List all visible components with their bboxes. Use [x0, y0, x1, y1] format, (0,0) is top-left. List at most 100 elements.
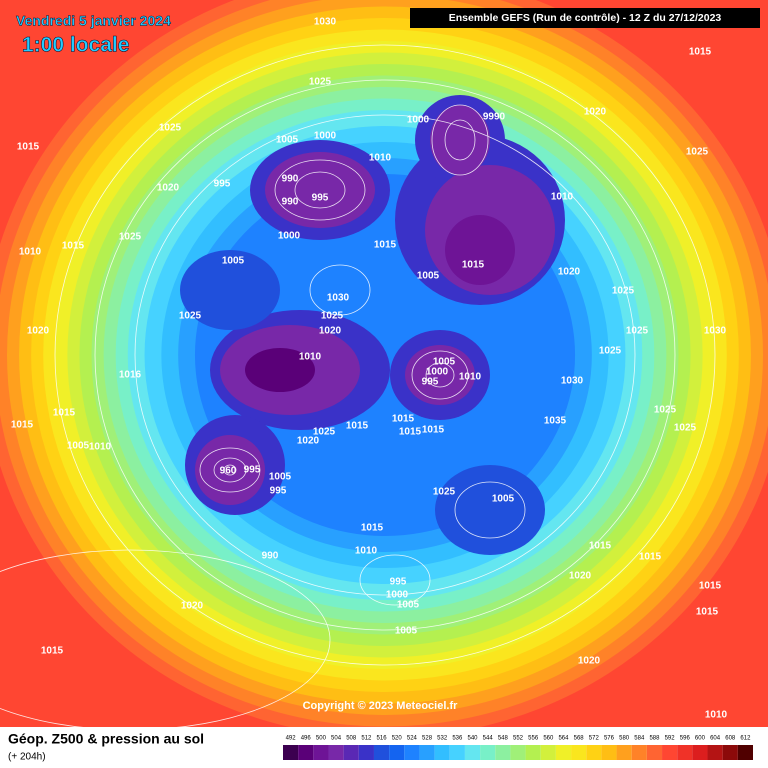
isobar-label: 1005: [269, 472, 292, 483]
scale-swatch: [449, 745, 465, 760]
scale-swatch: [298, 745, 314, 760]
scale-swatch: [480, 745, 496, 760]
scale-label: 584: [634, 736, 645, 742]
isobar-label: 1010: [459, 372, 482, 383]
isobar-label: 1015: [399, 427, 422, 438]
scale-swatch: [373, 745, 390, 760]
isobar: [425, 362, 455, 388]
isobar-label: 1020: [584, 107, 607, 118]
isobar-label: 1025: [599, 346, 622, 357]
isobar-label: 1015: [639, 552, 662, 563]
isobar-label: 1010: [551, 192, 574, 203]
isobar-label: 990: [282, 197, 299, 208]
isobar: [294, 171, 346, 209]
scale-label: 528: [422, 736, 433, 742]
isobar: [309, 264, 371, 316]
scale-swatch: [404, 745, 420, 760]
isobar-label: 1015: [422, 425, 445, 436]
scale-swatch: [677, 745, 693, 760]
isobar-label: 1005: [417, 271, 440, 282]
isobar: [213, 457, 247, 483]
isobar-label: 1000: [386, 590, 409, 601]
isobar-label: 1025: [309, 77, 332, 88]
isobar-label: 1015: [392, 414, 415, 425]
isobar-label: 1015: [53, 408, 76, 419]
color-scale: 492 496 500 504 508 512 516 520 524 528 532 536 540 5…: [283, 736, 753, 760]
scale-label: 508: [346, 736, 357, 742]
low-area: [265, 152, 375, 228]
isobar-label: 1030: [704, 326, 727, 337]
isobar-label: 1020: [181, 601, 204, 612]
lead-time: (+ 204h): [8, 752, 46, 763]
scale-label: 500: [316, 736, 327, 742]
isobar-label: 990: [262, 551, 279, 562]
isobar-label: 1020: [558, 267, 581, 278]
isobar-label: 1005: [395, 626, 418, 637]
isobar-label: 1010: [355, 546, 378, 557]
geopotential-field: [0, 0, 768, 738]
isobar-label: 1010: [369, 153, 392, 164]
isobar-label: 1015: [41, 646, 64, 657]
isobar-label: 9990: [483, 112, 506, 123]
isobar-label: 1030: [327, 293, 350, 304]
scale-swatch: [464, 745, 481, 760]
scale-swatch: [495, 745, 511, 760]
isobar-label: 995: [214, 179, 231, 190]
isobar-label: 1000: [314, 131, 337, 142]
isobar-label: 1025: [433, 487, 456, 498]
isobar-label: 1010: [89, 442, 112, 453]
scale-label: 552: [513, 736, 524, 742]
isobar-label: 1015: [346, 421, 369, 432]
isobar-label: 1025: [313, 427, 336, 438]
scale-label: 576: [604, 736, 615, 742]
scale-swatch: [692, 745, 708, 760]
isobar-label: 1010: [299, 352, 322, 363]
scale-swatch: [328, 745, 344, 760]
scale-label: 548: [498, 736, 509, 742]
isobar: [54, 44, 716, 666]
isobar-label: 1020: [297, 436, 320, 447]
isobar-label: 1025: [159, 123, 182, 134]
scale-swatch: [510, 745, 526, 760]
scale-label: 532: [437, 736, 448, 742]
scale-swatch: [571, 745, 587, 760]
scale-label: 540: [468, 736, 479, 742]
scale-label: 560: [543, 736, 554, 742]
scale-swatch: [737, 745, 753, 760]
isobar-label: 1015: [699, 581, 722, 592]
isobar-label: 1005: [492, 494, 515, 505]
isobar-label: 1015: [696, 607, 719, 618]
scale-label: 504: [331, 736, 342, 742]
scale-label: 512: [361, 736, 372, 742]
isobar-label: 1015: [17, 142, 40, 153]
scale-swatch: [343, 745, 359, 760]
isobar-label: 990: [282, 174, 299, 185]
isobar-label: 1005: [433, 357, 456, 368]
isobar-label: 995: [422, 377, 439, 388]
isobar: [199, 447, 261, 493]
scale-swatch: [646, 745, 663, 760]
scale-label: 608: [725, 736, 736, 742]
isobar: [134, 114, 636, 596]
scale-label: 564: [558, 736, 569, 742]
scale-label: 520: [392, 736, 403, 742]
isobar-label: 1015: [462, 260, 485, 271]
isobar-label: 1005: [276, 135, 299, 146]
isobar: [359, 554, 431, 606]
isobar: [223, 464, 237, 476]
isobar: [454, 481, 526, 539]
isobar-label: 1015: [361, 523, 384, 534]
isobar-label: 1025: [612, 286, 635, 297]
isobar-label: 1015: [62, 241, 85, 252]
isobar-label: 995: [390, 577, 407, 588]
isobar-label: 1025: [321, 311, 344, 322]
low-area: [435, 465, 545, 555]
isobar-label: 1000: [407, 115, 430, 126]
scale-label: 536: [452, 736, 463, 742]
isobar-label: 1016: [119, 370, 142, 381]
isobar-label: 1000: [426, 367, 449, 378]
low-area: [405, 345, 475, 405]
isobar-label: 1020: [569, 571, 592, 582]
